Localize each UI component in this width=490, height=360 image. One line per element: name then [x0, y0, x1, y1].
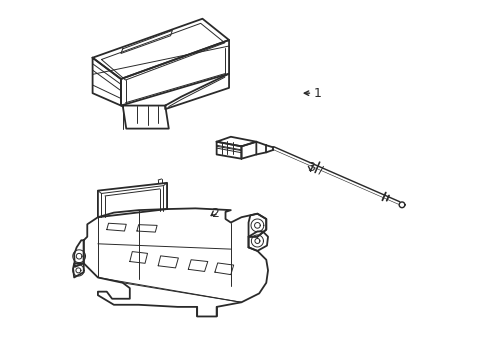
Text: 2: 2 [211, 207, 219, 220]
Text: 1: 1 [314, 87, 321, 100]
Text: 3: 3 [307, 161, 315, 174]
